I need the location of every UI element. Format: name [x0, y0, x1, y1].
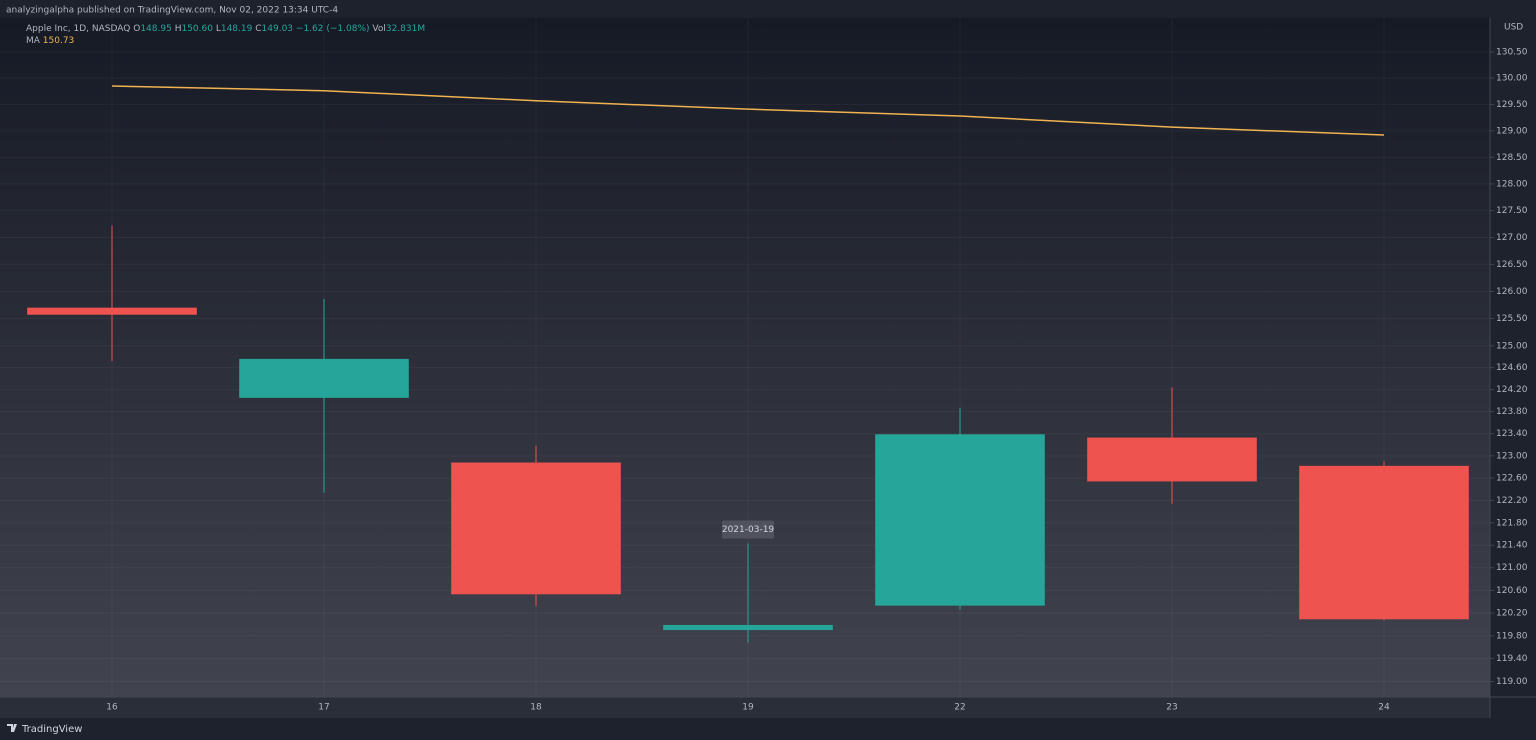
candle-body [1299, 465, 1469, 620]
y-tick-label: 122.20 [1496, 496, 1528, 506]
legend-row: MA 150.73 [26, 35, 425, 47]
logo: TradingView [7, 724, 82, 735]
y-tick-label: 124.60 [1496, 363, 1528, 373]
y-tick-label: 121.00 [1496, 563, 1528, 573]
price-axis [1490, 18, 1536, 697]
x-tick-label: 23 [1166, 703, 1177, 713]
ma-line [111, 85, 1385, 136]
x-tick-label: 18 [530, 703, 542, 713]
x-tick-label: 22 [954, 703, 965, 713]
ma-label: MA [26, 36, 40, 46]
y-unit: USD [1504, 23, 1523, 33]
value: 150.60 [181, 24, 213, 34]
y-tick-label: 130.00 [1496, 74, 1528, 84]
x-tick-label: 16 [106, 703, 118, 713]
candle-body [27, 307, 197, 315]
label: Vol [372, 24, 386, 34]
y-tick-label: 120.20 [1496, 609, 1528, 619]
crosshair-tooltip [722, 520, 774, 539]
symbol: Apple Inc, 1D, NASDAQ [26, 24, 131, 34]
y-tick-label: 121.80 [1496, 518, 1528, 528]
time-axis [0, 697, 1490, 718]
y-tick-label: 125.50 [1496, 314, 1528, 324]
plot-area [0, 18, 1490, 697]
value: 32.831M [385, 24, 426, 34]
ma-value: 150.73 [42, 36, 75, 46]
y-tick-label: 127.50 [1496, 206, 1528, 216]
y-tick-label: 119.40 [1496, 654, 1528, 664]
y-tick-label: 124.20 [1496, 385, 1528, 395]
candle-body [239, 358, 409, 398]
y-tick-label: 123.40 [1496, 429, 1528, 439]
y-tick-label: 126.00 [1496, 287, 1528, 297]
y-tick-label: 122.60 [1496, 474, 1528, 484]
y-tick-label: 123.80 [1496, 407, 1528, 417]
value: 148.95 [140, 24, 172, 34]
y-tick-label: 119.00 [1496, 677, 1528, 687]
value: 148.19 [220, 24, 253, 34]
candle-body [451, 462, 621, 595]
legend-row: Apple Inc, 1D, NASDAQ O148.95 H150.60 L1… [26, 23, 425, 35]
logo-icon [7, 724, 17, 732]
y-tick-label: 119.80 [1496, 631, 1528, 641]
legend: Apple Inc, 1D, NASDAQ O148.95 H150.60 L1… [26, 23, 425, 47]
chart-layer: 119.00 119.40 119.80 120.20 120.60 121.00 121.… [0, 18, 1528, 713]
y-tick-label: 128.00 [1496, 179, 1528, 189]
y-tick-label: 123.00 [1496, 451, 1528, 461]
x-tick-label: 17 [318, 703, 329, 713]
label: L [215, 24, 221, 34]
y-tick-label: 129.50 [1496, 100, 1528, 110]
y-tick-label: 121.40 [1496, 541, 1528, 551]
x-tick-label: 19 [742, 703, 754, 713]
label: C [255, 24, 262, 34]
change: −1.62 (−1.08%) [295, 24, 370, 34]
y-tick-label: 129.00 [1496, 126, 1528, 136]
candle-body [1087, 437, 1257, 482]
y-tick-label: 130.50 [1496, 47, 1528, 57]
label: H [174, 24, 182, 34]
brand: TradingView [21, 724, 82, 735]
crosshair-label: 2021-03-19 [722, 525, 775, 535]
y-tick-label: 120.60 [1496, 586, 1528, 596]
x-tick-label: 24 [1378, 703, 1390, 713]
candle-body [875, 434, 1045, 606]
y-tick-label: 125.00 [1496, 341, 1528, 351]
label: O [133, 24, 141, 34]
value: 149.03 [261, 24, 294, 34]
candle-body [663, 624, 833, 631]
y-tick-label: 127.00 [1496, 233, 1528, 243]
byline: analyzingalpha published on TradingView.… [6, 6, 338, 16]
y-tick-label: 128.50 [1496, 153, 1528, 163]
y-tick-label: 126.50 [1496, 260, 1528, 270]
